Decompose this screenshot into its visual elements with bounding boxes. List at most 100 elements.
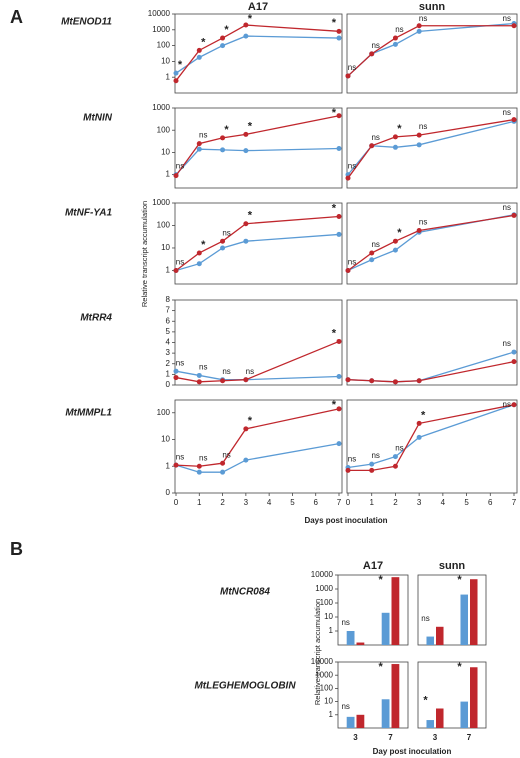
series-line: [175, 24, 340, 82]
plot-frame: [346, 202, 518, 285]
plot-frame: [417, 574, 487, 646]
data-point: [220, 43, 226, 49]
bar: [391, 664, 400, 728]
significance-label: ns: [176, 258, 184, 267]
data-point: [336, 35, 342, 41]
y-tick-label: 100: [157, 221, 171, 230]
significance-label: ns: [176, 162, 184, 171]
data-point: [243, 377, 249, 383]
data-point: [392, 35, 398, 41]
data-point: [196, 379, 202, 385]
significance-label: *: [457, 661, 462, 673]
bar: [391, 577, 400, 645]
significance-label: *: [224, 24, 229, 36]
significance-label: ns: [199, 453, 207, 462]
data-point: [336, 338, 342, 344]
x-tick-label: 6: [488, 498, 493, 507]
y-tick-label: 1000: [315, 670, 333, 679]
significance-label: *: [421, 409, 426, 421]
significance-label: ns: [199, 131, 207, 140]
data-point: [173, 70, 179, 76]
data-point: [511, 117, 517, 123]
significance-label: *: [332, 399, 337, 411]
data-point: [369, 257, 375, 263]
y-tick-label: 10: [324, 612, 333, 621]
plot-frame: [346, 13, 518, 94]
y-tick-label: 6: [166, 316, 171, 325]
significance-label: ns: [419, 14, 427, 23]
data-point: [392, 463, 398, 469]
plot-frame: [346, 299, 518, 386]
data-point: [173, 462, 179, 468]
significance-label: ns: [222, 367, 230, 376]
significance-label: ns: [421, 614, 429, 623]
data-point: [196, 54, 202, 60]
data-point: [392, 134, 398, 140]
x-tick-label: 7: [337, 498, 342, 507]
bar: [381, 612, 390, 645]
y-tick-label: 7: [166, 306, 171, 315]
data-point: [196, 141, 202, 147]
significance-label: *: [379, 661, 384, 673]
plot-frame: [417, 661, 487, 729]
data-point: [173, 267, 179, 273]
data-point: [345, 175, 351, 181]
significance-label: *: [248, 415, 253, 427]
significance-label: *: [379, 574, 384, 586]
y-tick-label: 100: [320, 598, 334, 607]
column-title: A17: [248, 1, 268, 13]
significance-label: *: [224, 124, 229, 136]
x-tick-label: 7: [467, 733, 472, 742]
significance-label: ns: [419, 218, 427, 227]
series-line: [347, 120, 515, 176]
significance-label: *: [201, 36, 206, 48]
panel-label: A: [10, 7, 23, 27]
significance-label: ns: [503, 108, 511, 117]
x-tick-label: 3: [353, 733, 358, 742]
significance-label: *: [248, 13, 253, 25]
data-point: [416, 132, 422, 138]
significance-label: ns: [348, 455, 356, 464]
x-axis-title: Days post inoculation: [304, 516, 387, 525]
y-tick-label: 10: [324, 697, 333, 706]
data-point: [173, 368, 179, 374]
x-tick-label: 3: [417, 498, 422, 507]
significance-label: *: [457, 574, 462, 586]
plot-frame: [174, 202, 343, 285]
y-tick-label: 100: [157, 125, 171, 134]
x-tick-label: 5: [290, 498, 295, 507]
plot-frame: [337, 574, 409, 646]
x-tick-label: 0: [346, 498, 351, 507]
data-point: [220, 460, 226, 466]
data-point: [243, 221, 249, 227]
gene-label: MtNIN: [83, 113, 113, 124]
y-tick-label: 10000: [148, 9, 171, 18]
significance-label: ns: [503, 14, 511, 23]
bar: [346, 716, 355, 728]
significance-label: *: [332, 327, 337, 339]
y-tick-label: 100: [320, 684, 334, 693]
y-tick-label: 8: [166, 295, 171, 304]
data-point: [196, 250, 202, 256]
y-tick-label: 2: [166, 359, 171, 368]
bar: [426, 636, 434, 645]
bar: [436, 708, 444, 728]
x-tick-label: 2: [393, 498, 398, 507]
significance-label: ns: [371, 451, 379, 460]
x-tick-label: 1: [369, 498, 374, 507]
bar: [346, 631, 355, 645]
significance-label: ns: [503, 400, 511, 409]
data-point: [336, 374, 342, 379]
data-point: [369, 461, 375, 467]
data-point: [243, 426, 249, 432]
y-tick-label: 5: [166, 327, 171, 336]
bar: [426, 720, 434, 728]
gene-label: MtNF-YA1: [65, 208, 112, 219]
significance-label: *: [248, 120, 253, 132]
y-tick-label: 4: [166, 338, 171, 347]
gene-label: MtENOD11: [61, 17, 112, 28]
data-point: [416, 227, 422, 233]
bar: [460, 594, 468, 645]
significance-label: *: [332, 17, 337, 29]
significance-label: *: [332, 202, 337, 214]
